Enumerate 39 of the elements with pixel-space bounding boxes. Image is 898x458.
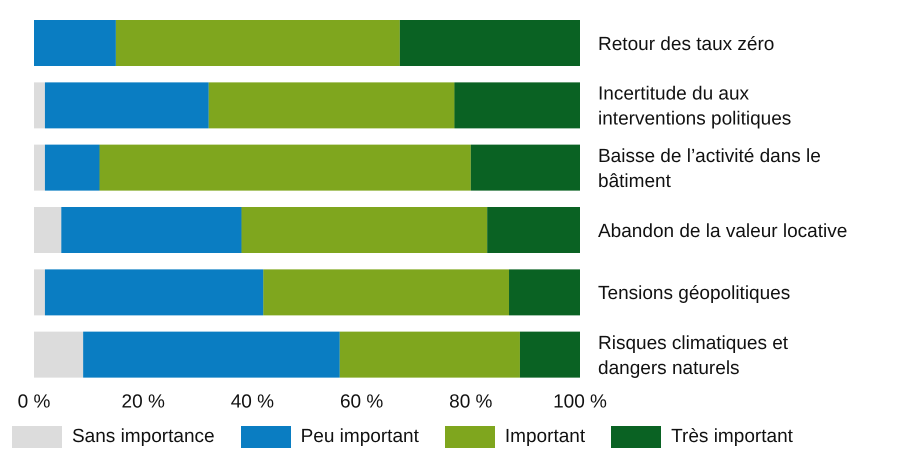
y-tick-label: Incertitude du aux interventions politiques (598, 84, 792, 130)
bar (487, 207, 580, 253)
bar (44, 269, 264, 316)
bar (208, 82, 454, 128)
bar (83, 332, 340, 378)
bar (34, 20, 116, 66)
x-tick-label: 40 % (230, 391, 274, 412)
y-tick-label: Retour des taux zéro (598, 34, 774, 55)
bar (44, 144, 100, 191)
y-tick-label: Baisse de l’activité dans le bâtiment (598, 146, 821, 192)
bar (340, 332, 520, 378)
x-tick-label: 0 % (18, 391, 50, 412)
bar (263, 269, 510, 316)
bar (454, 82, 580, 128)
legend-label: Très important (671, 426, 793, 448)
y-tick-label: Abandon de la valeur locative (598, 220, 848, 242)
bar (34, 82, 45, 128)
bar (400, 20, 580, 66)
y-tick-label: Risques climatiques et dangers naturels (598, 332, 789, 379)
x-tick-label: 20 % (122, 391, 165, 412)
bar (34, 144, 45, 191)
bar (34, 332, 84, 378)
bar (34, 207, 62, 253)
bar (509, 269, 580, 316)
legend-label: Important (504, 426, 586, 448)
bar (241, 207, 488, 253)
bar (520, 332, 580, 378)
x-tick-label: 60 % (340, 391, 384, 412)
legend-label: Sans importance (72, 426, 215, 448)
bar (470, 144, 580, 191)
legend-label: Peu important (300, 426, 419, 448)
bar (100, 144, 471, 191)
y-tick-label: Tensions géopolitiques (598, 283, 790, 304)
bar (61, 207, 242, 253)
bar (116, 20, 400, 66)
x-tick-label: 80 % (449, 391, 493, 412)
x-tick-label: 100 % (553, 391, 608, 412)
bar (34, 269, 45, 316)
bar (44, 82, 209, 128)
